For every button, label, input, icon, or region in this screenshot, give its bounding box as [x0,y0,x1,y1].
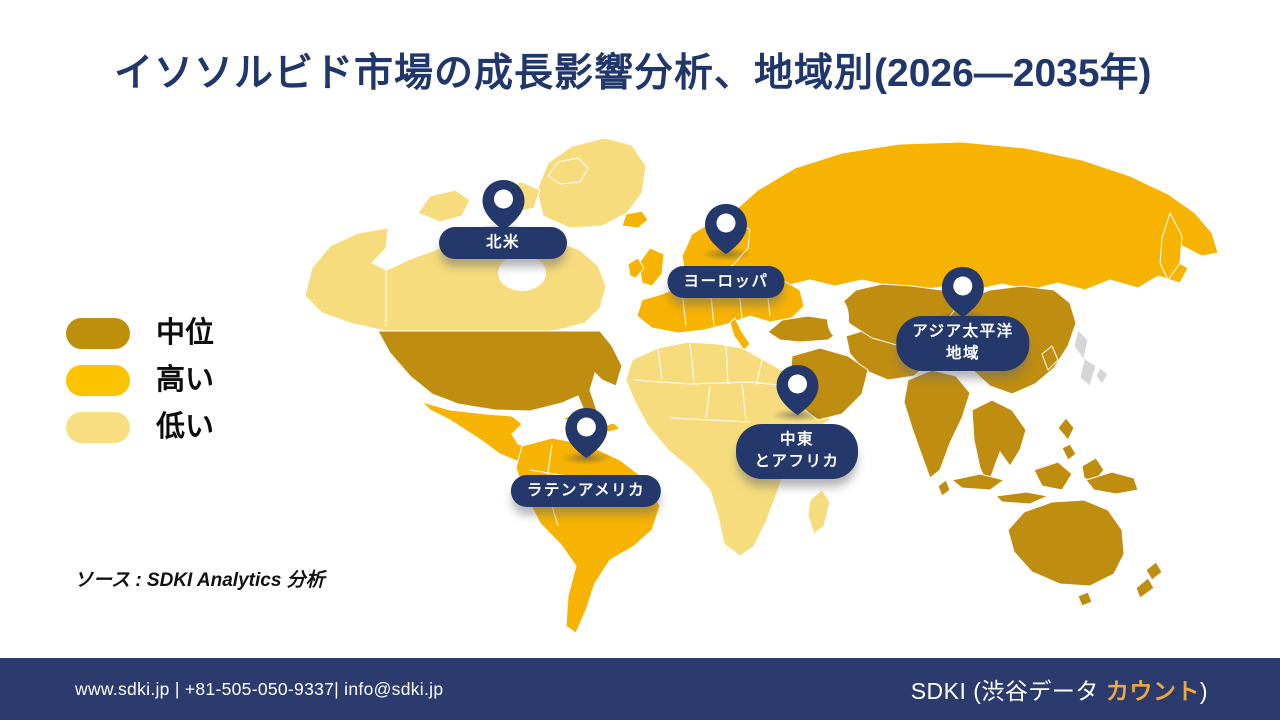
map-new-guinea [1085,471,1139,495]
pin-latin-america: ラテンアメリカ [510,407,662,508]
map-new-zealand-south [1135,577,1155,599]
map-tasmania [1077,591,1093,607]
map-pin-icon [776,365,818,415]
footer-brand-prefix: SDKI (渋谷データ [910,678,1106,704]
map-pin-icon [941,267,984,317]
pin-middle-east-africa: 中東 とアフリカ [736,364,858,479]
map-madagascar [807,489,831,535]
map-philippines-2 [1061,443,1077,461]
map-caspian-sea [827,298,849,338]
page-title: イソソルビド市場の成長影響分析、地域別(2026—2035年) [114,42,1152,98]
map-kamchatka [1159,212,1183,281]
legend-item-medium: 中位 [66,318,214,349]
map-hudson-bay [498,255,546,291]
legend-swatch-medium [66,318,130,349]
legend-label-high: 高い [156,364,215,396]
map-russia [707,141,1219,291]
map-sumatra [951,473,1005,491]
pin-asia-pacific: アジア太平洋 地域 [896,266,1030,371]
legend-label-medium: 中位 [156,317,215,349]
footer-brand-accent: カウント [1105,678,1200,704]
region-label-north-america: 北米 [439,227,567,260]
map-pin-icon [704,204,747,254]
legend-label-low: 低い [156,411,215,443]
map-arctic-island-3 [547,157,589,185]
pin-europe: ヨーロッパ [667,203,785,299]
map-italy [729,317,751,351]
title-range: (2026—2035年) [874,52,1152,95]
map-borneo [1033,461,1073,491]
pin-north-america: 北米 [439,179,567,260]
map-korea [1041,345,1059,371]
map-southeast-asia [971,399,1027,487]
footer-bar: www.sdki.jp | +81-505-050-9337| info@sdk… [0,658,1280,720]
map-arctic-island-1 [417,189,471,223]
map-iceland [621,210,649,229]
footer-brand-suffix: ) [1199,678,1208,704]
footer-contact: www.sdki.jp | +81-505-050-9337| info@sdk… [75,678,444,699]
footer-brand: SDKI (渋谷データ カウント) [911,672,1208,706]
map-philippines-1 [1057,417,1075,441]
legend-swatch-low [66,412,130,443]
map-new-zealand-north [1145,561,1163,581]
map-japan-south [1095,367,1109,385]
map-india [903,369,971,479]
legend-swatch-high [66,365,130,396]
map-pin-icon [564,408,607,458]
map-japan [1073,329,1097,387]
world-map: 北米 ヨーロッパ アジア太平洋 地域 [290,118,1230,645]
source-note: ソース : SDKI Analytics 分析 [74,570,325,591]
region-label-asia-pacific: アジア太平洋 地域 [896,316,1030,371]
region-label-europe: ヨーロッパ [667,266,785,299]
title-main: イソソルビド市場の成長影響分析、地域別 [114,52,875,95]
legend-item-low: 低い [66,412,214,443]
legend-item-high: 高い [66,365,214,396]
map-ireland [627,257,645,279]
region-label-middle-east-africa: 中東 とアフリカ [736,424,858,479]
map-australia [1007,499,1125,587]
region-label-latin-america: ラテンアメリカ [510,475,662,508]
legend: 中位 高い 低い [66,318,214,459]
map-sri-lanka [937,479,951,497]
map-java [995,491,1049,505]
map-pin-icon [482,180,524,230]
